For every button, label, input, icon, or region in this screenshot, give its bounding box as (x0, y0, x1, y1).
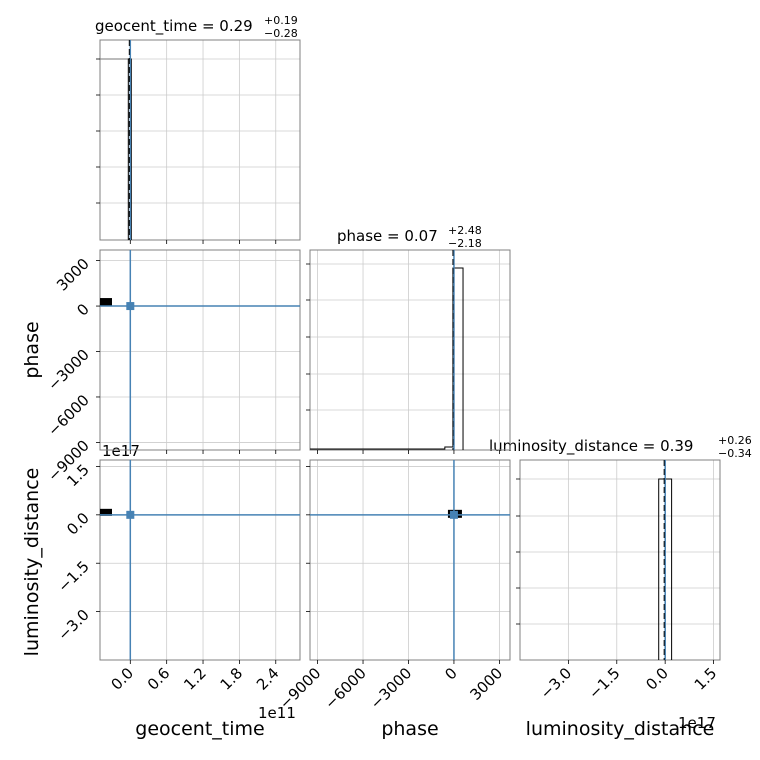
gt-hist-frame (99, 39, 301, 241)
title-phase: phase = 0.07 (337, 227, 438, 245)
gt-ph-density (100, 298, 112, 307)
ld-hist-xticklabel-0: −3.0 (537, 664, 575, 702)
title-luminosity-distance: luminosity_distance = 0.39 (489, 437, 693, 456)
gt-ph-yticklabel-3: −6000 (44, 391, 93, 440)
ph-hist-frame (309, 249, 511, 451)
gt-ld-yticklabel-2: −1.5 (54, 557, 92, 595)
title-geocent-time-minus: −0.28 (264, 27, 298, 40)
ph-ld-frame (309, 459, 511, 661)
xlabel-luminosity-distance: luminosity_distance (526, 718, 715, 740)
ylabel-phase: phase (21, 321, 43, 378)
offset-geocent-time-x: 1e11 (258, 704, 296, 722)
title-geocent-time-plus: +0.19 (264, 14, 298, 27)
ld-hist-xticklabel-3: 1.5 (691, 664, 721, 694)
gt-ld-xticklabel-0: 0.0 (108, 664, 138, 694)
gt-ld-xticklabel-3: 1.8 (217, 664, 247, 694)
gt-ld-frame (99, 459, 301, 661)
ld-hist-xticklabel-2: 0.0 (642, 664, 672, 694)
gt-ld-truth-marker (126, 510, 135, 519)
gt-ph-yticklabel-1: 0 (73, 300, 92, 319)
ph-ld-xticklabel-3: 0 (441, 664, 460, 683)
gt-ph-truth-marker (126, 302, 135, 311)
offset-luminosity-distance-y: 1e17 (102, 442, 140, 460)
gt-ld-xticklabel-2: 1.2 (180, 664, 210, 694)
ph-ld-truth-marker (449, 510, 458, 519)
ph-hist-bars (310, 267, 464, 450)
title-geocent-time: geocent_time = 0.29 (95, 17, 253, 36)
ylabel-luminosity-distance: luminosity_distance (21, 468, 43, 657)
gt-ph-yticklabel-2: −3000 (44, 346, 93, 395)
ph-ld-xticklabel-0: −9000 (276, 664, 325, 713)
title-phase-plus: +2.48 (448, 224, 482, 237)
gt-ld-density (100, 508, 112, 516)
gt-ld-yticklabel-3: −3.0 (54, 606, 92, 644)
gt-ld-xticklabel-1: 0.6 (144, 664, 174, 694)
gt-ld-yticklabel-1: 0.0 (63, 509, 93, 539)
offset-luminosity-distance-x: 1e17 (678, 714, 716, 732)
title-phase-minus: −2.18 (448, 237, 482, 250)
ld-hist-frame (519, 459, 721, 661)
gt-ph-frame (99, 249, 301, 451)
ph-ld-xticklabel-2: −3000 (367, 664, 416, 713)
ph-ld-xticklabel-4: 3000 (466, 664, 506, 704)
gt-ph-yticklabel-0: 3000 (53, 255, 93, 295)
ld-hist-xticklabel-1: −1.5 (585, 664, 623, 702)
xlabel-phase: phase (381, 718, 438, 740)
gt-ld-xticklabel-4: 2.4 (253, 664, 283, 694)
xlabel-geocent-time: geocent_time (135, 718, 264, 740)
title-luminosity-distance-minus: −0.34 (718, 447, 752, 460)
title-luminosity-distance-plus: +0.26 (718, 434, 752, 447)
ph-ld-xticklabel-1: −6000 (321, 664, 370, 713)
